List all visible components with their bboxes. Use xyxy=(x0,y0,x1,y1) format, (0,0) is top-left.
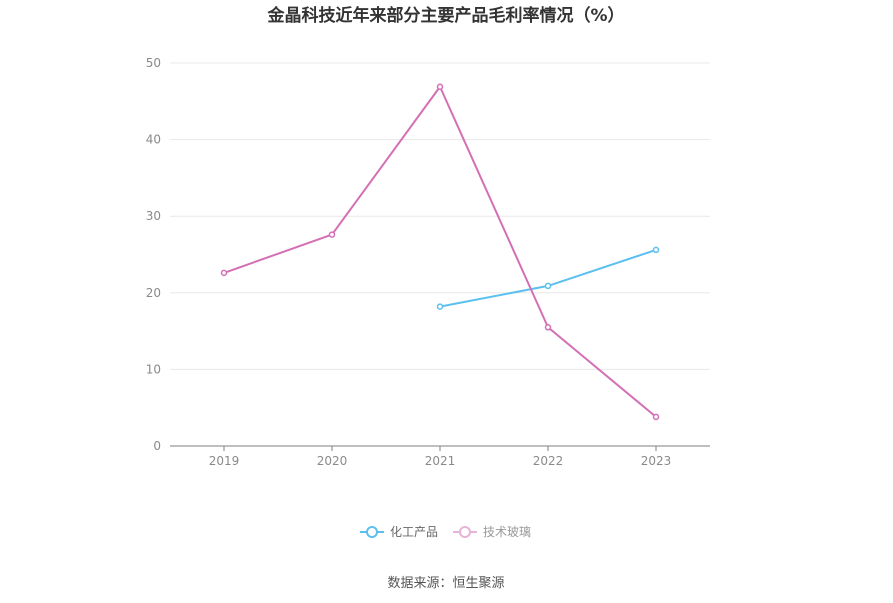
legend-marker-icon xyxy=(366,526,378,538)
data-point[interactable] xyxy=(328,231,336,238)
source-note: 数据来源：恒生聚源 xyxy=(387,576,504,591)
y-tick-label: 30 xyxy=(146,209,161,223)
series-1 xyxy=(436,246,660,310)
y-tick-label: 40 xyxy=(146,133,161,147)
data-point[interactable] xyxy=(544,324,552,331)
chart-title: 金晶科技近年来部分主要产品毛利率情况（%） xyxy=(266,5,624,26)
grid xyxy=(170,62,710,370)
legend[interactable]: 化工产品 技术玻璃 xyxy=(360,525,531,539)
x-tick-label: 2020 xyxy=(317,454,348,468)
data-point[interactable] xyxy=(220,269,228,277)
x-tick-label: 2022 xyxy=(533,454,564,468)
legend-label: 技术玻璃 xyxy=(483,525,531,539)
data-point[interactable] xyxy=(544,282,552,290)
x-axis: 2019 2020 2021 2022 2023 xyxy=(170,445,710,468)
y-tick-label: 50 xyxy=(146,56,161,70)
legend-marker-icon xyxy=(459,526,471,538)
x-tick-label: 2019 xyxy=(209,454,240,468)
series-2 xyxy=(220,83,660,421)
y-tick-label: 10 xyxy=(146,362,161,376)
x-tick-label: 2023 xyxy=(641,454,672,468)
series-line xyxy=(439,248,657,308)
legend-label: 化工产品 xyxy=(390,525,438,539)
data-point[interactable] xyxy=(652,413,660,421)
y-axis: 0 10 20 30 40 50 xyxy=(146,56,161,453)
y-tick-label: 0 xyxy=(153,439,161,453)
data-point[interactable] xyxy=(436,83,444,90)
legend-item[interactable]: 技术玻璃 xyxy=(453,525,531,539)
y-tick-label: 20 xyxy=(146,286,161,300)
legend-item[interactable]: 化工产品 xyxy=(360,525,438,539)
data-point[interactable] xyxy=(652,246,660,254)
data-point[interactable] xyxy=(436,303,444,310)
series-lines xyxy=(220,83,660,421)
x-tick-label: 2021 xyxy=(425,454,456,468)
series-line xyxy=(223,85,657,418)
